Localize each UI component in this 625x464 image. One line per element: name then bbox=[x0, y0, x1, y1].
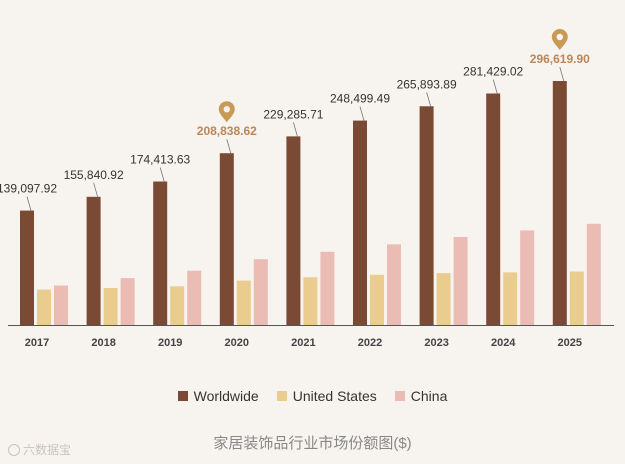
location-pin-icon-2025 bbox=[551, 29, 568, 50]
bar-worldwide-2019 bbox=[153, 181, 168, 325]
legend-swatch-united-states bbox=[276, 391, 287, 401]
x-tick-label-2017: 2017 bbox=[25, 337, 49, 349]
bar-united-states-2019 bbox=[170, 286, 185, 325]
bar-china-2024 bbox=[520, 230, 535, 325]
x-tick-label-2019: 2019 bbox=[158, 337, 182, 349]
x-tick-label-2024: 2024 bbox=[491, 337, 516, 349]
bar-united-states-2020 bbox=[236, 280, 251, 325]
data-label-leader-2020 bbox=[226, 139, 232, 154]
bar-worldwide-2024 bbox=[486, 93, 501, 326]
watermark-text: 六数据宝 bbox=[23, 443, 72, 457]
bar-china-2025 bbox=[586, 223, 601, 325]
bar-china-2018 bbox=[120, 278, 135, 325]
data-label-2022: 248,499.49 bbox=[330, 92, 390, 106]
bar-worldwide-2018 bbox=[86, 196, 101, 325]
bar-worldwide-2022 bbox=[353, 120, 367, 325]
bar-united-states-2023 bbox=[436, 273, 451, 325]
legend-label-china: China bbox=[410, 388, 448, 404]
watermark: 六数据宝 bbox=[8, 441, 71, 458]
bar-china-2020 bbox=[253, 259, 268, 325]
location-pin-icon-2020 bbox=[218, 101, 235, 123]
data-label-leader-2024 bbox=[492, 79, 498, 94]
pin-hole bbox=[223, 106, 230, 113]
bar-worldwide-2025 bbox=[552, 81, 567, 325]
legend-item-china: China bbox=[394, 388, 448, 404]
legend-item-united-states: United States bbox=[276, 388, 377, 404]
bar-united-states-2017 bbox=[37, 289, 51, 325]
bar-united-states-2025 bbox=[569, 271, 584, 325]
legend-label-united-states: United States bbox=[292, 388, 377, 404]
bar-china-2022 bbox=[387, 244, 401, 325]
chart-legend: Worldwide United States China bbox=[0, 388, 625, 404]
data-label-2021: 229,285.71 bbox=[263, 107, 323, 121]
data-label-leader-2017 bbox=[26, 196, 32, 211]
data-label-leader-2025 bbox=[559, 66, 565, 82]
data-label-leader-2021 bbox=[293, 122, 298, 137]
data-label-2018: 155,840.92 bbox=[64, 168, 124, 182]
x-tick-label-2018: 2018 bbox=[91, 337, 115, 349]
data-label-leader-2019 bbox=[159, 167, 165, 182]
bar-united-states-2024 bbox=[503, 272, 518, 325]
x-tick-label-2022: 2022 bbox=[358, 337, 382, 349]
bar-chart: 2017 139,097.92 2018 155,840.92 2019 174,413.… bbox=[0, 29, 614, 349]
legend-item-worldwide: Worldwide bbox=[177, 388, 259, 404]
data-label-2025: 296,619.90 bbox=[530, 52, 590, 66]
data-label-2020: 208,838.62 bbox=[197, 124, 257, 138]
x-tick-label-2021: 2021 bbox=[291, 337, 315, 349]
watermark-logo-icon bbox=[8, 443, 20, 456]
bar-worldwide-2023 bbox=[419, 106, 434, 325]
data-label-2019: 174,413.63 bbox=[130, 153, 190, 167]
x-tick-label-2025: 2025 bbox=[558, 337, 582, 349]
bar-china-2021 bbox=[320, 251, 335, 325]
x-tick-label-2023: 2023 bbox=[424, 337, 448, 349]
bar-china-2019 bbox=[187, 270, 202, 325]
data-label-leader-2022 bbox=[359, 106, 365, 121]
bar-china-2023 bbox=[453, 236, 468, 325]
data-label-2024: 281,429.02 bbox=[463, 64, 523, 78]
bar-worldwide-2020 bbox=[219, 153, 234, 325]
legend-swatch-worldwide bbox=[177, 391, 188, 401]
bar-worldwide-2017 bbox=[20, 210, 34, 325]
data-label-2017: 139,097.92 bbox=[0, 182, 57, 196]
bar-united-states-2021 bbox=[303, 277, 318, 325]
data-label-2023: 265,893.89 bbox=[397, 77, 457, 91]
bar-china-2017 bbox=[54, 285, 68, 325]
data-label-leader-2023 bbox=[426, 92, 431, 107]
data-label-leader-2018 bbox=[93, 182, 98, 197]
bar-united-states-2022 bbox=[370, 274, 384, 325]
chart-title: 家居装饰品行业市场份额图($) bbox=[213, 435, 412, 452]
legend-label-worldwide: Worldwide bbox=[193, 388, 259, 404]
pin-hole bbox=[556, 33, 563, 41]
x-tick-label-2020: 2020 bbox=[225, 337, 249, 349]
bar-united-states-2018 bbox=[103, 287, 118, 325]
bar-worldwide-2021 bbox=[286, 136, 301, 325]
legend-swatch-china bbox=[394, 391, 405, 401]
